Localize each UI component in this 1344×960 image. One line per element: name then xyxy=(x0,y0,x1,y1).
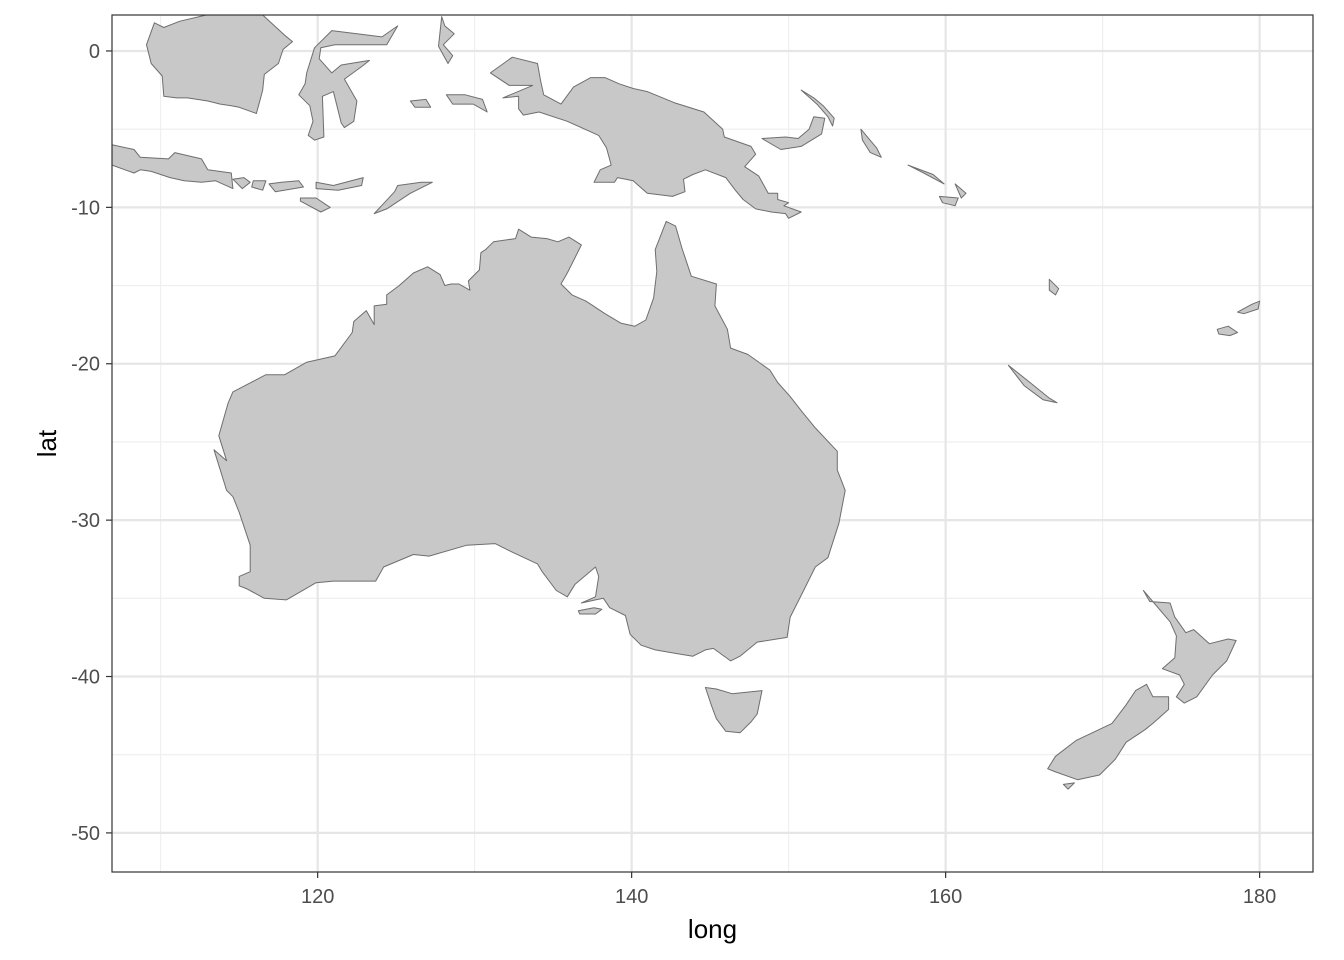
land-java xyxy=(111,144,234,190)
land-polygons xyxy=(111,14,1261,790)
land-borneo xyxy=(146,14,293,114)
land-sumbawa xyxy=(268,180,304,193)
y-tick-label: -50 xyxy=(71,823,100,845)
land-viti-levu xyxy=(1216,325,1239,337)
panel-border xyxy=(111,14,1314,873)
x-axis-title: long xyxy=(688,914,737,944)
land-new-zealand-north-island xyxy=(1142,590,1237,704)
y-axis-title: lat xyxy=(32,429,62,457)
land-new-guinea xyxy=(489,56,802,219)
y-tick-label: 0 xyxy=(89,41,100,63)
x-tick-label: 180 xyxy=(1243,886,1276,908)
land-guadalcanal xyxy=(938,195,959,207)
land-malaita xyxy=(954,183,967,199)
y-axis: 0 -10 -20 -30 -40 -50 xyxy=(71,41,112,845)
land-new-zealand-south-island xyxy=(1047,683,1170,781)
land-seram xyxy=(445,94,488,113)
y-tick-label: -30 xyxy=(71,510,100,532)
land-timor xyxy=(373,181,433,215)
land-buru xyxy=(409,98,432,108)
land-new-caledonia xyxy=(1007,364,1058,404)
x-tick-label: 160 xyxy=(929,886,962,908)
land-lombok xyxy=(251,180,267,191)
land-kangaroo-island xyxy=(577,607,603,615)
land-australia xyxy=(213,220,846,662)
land-new-ireland xyxy=(800,89,835,127)
y-tick-label: -40 xyxy=(71,667,100,689)
land-sulawesi xyxy=(298,25,399,141)
land-new-britain xyxy=(761,116,826,150)
x-tick-label: 140 xyxy=(615,886,648,908)
land-espiritu-santo xyxy=(1048,278,1060,296)
land-stewart-island xyxy=(1062,782,1075,790)
land-bali xyxy=(232,177,251,190)
y-tick-label: -10 xyxy=(71,197,100,219)
land-santa-isabel xyxy=(907,164,945,185)
x-tick-label: 120 xyxy=(301,886,334,908)
x-axis: 120 140 160 180 xyxy=(301,872,1276,908)
y-tick-label: -20 xyxy=(71,354,100,376)
land-bougainville xyxy=(860,128,882,158)
land-tasmania xyxy=(704,687,763,734)
land-flores xyxy=(315,177,364,191)
land-sumba xyxy=(299,197,331,213)
land-halmahera xyxy=(438,16,455,64)
land-vanua-levu xyxy=(1237,300,1261,315)
